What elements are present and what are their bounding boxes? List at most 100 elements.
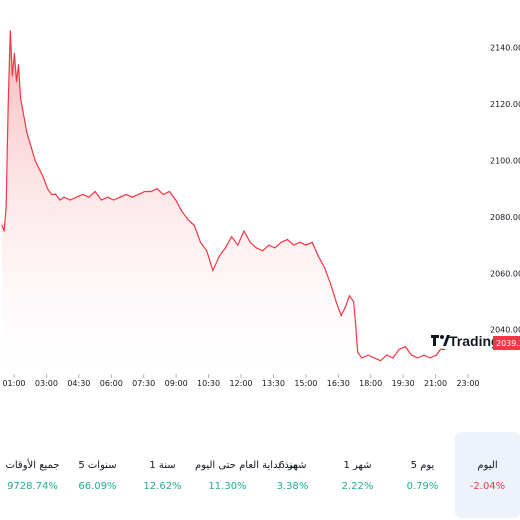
period-tab[interactable]: جميع الأوقات 9728.74% [0,432,65,518]
price-point [353,300,355,303]
period-tab[interactable]: 1 شهر 2.22% [325,432,390,518]
period-tab[interactable]: 5 يوم 0.79% [390,432,455,518]
price-point [392,357,394,359]
x-axis: 01:00 03:00 04:30 06:00 07:30 09:00 10:30 12:00… [2,374,480,388]
y-tick-label: 2120.00 [490,100,520,109]
price-point [100,199,102,201]
price-point [119,196,121,198]
price-point [231,236,233,238]
price-point [429,357,431,359]
price-point [82,193,84,195]
price-point [249,241,251,243]
price-point [361,357,363,359]
price-point [9,30,11,32]
performance-periods: اليوم -2.04% 5 يوم 0.79% 1 شهر 2.22% 6 شهر 3.38… [0,432,520,518]
price-point [344,306,346,308]
price-area-fill [2,30,445,373]
x-tick-label: 06:00 [100,379,123,388]
x-tick-label: 03:00 [35,379,58,388]
price-point [15,81,18,83]
period-name: 5 يوم [410,460,435,471]
period-tab[interactable]: 1 سنة 12.62% [130,432,195,518]
price-point [193,224,195,226]
price-point [367,354,369,356]
period-tab[interactable]: اليوم -2.04% [455,432,520,518]
price-point [224,247,226,249]
price-point [299,241,301,243]
price-point [268,244,270,246]
price-point [218,255,220,257]
period-change: 3.38% [276,481,309,492]
price-point [150,190,152,193]
last-price-tag: 2039.37 [493,336,520,350]
period-tab[interactable]: منذ بداية العام حتى اليوم 11.30% [195,432,298,518]
price-point [131,196,133,198]
price-point [280,241,282,243]
y-tick-label: 2040.00 [490,326,520,335]
price-point [162,193,164,195]
price-point [262,250,264,252]
tradingview-logo-icon [431,335,450,346]
period-tab[interactable]: 6 شهر 3.38% [260,432,325,518]
price-point [439,348,441,350]
price-point [63,196,65,198]
x-tick-label: 12:00 [229,379,252,388]
x-tick-label: 16:30 [327,379,350,388]
period-tab[interactable]: 5 سنوات 66.09% [65,432,130,518]
x-tick-label: 07:30 [132,379,155,388]
y-tick-label: 2080.00 [490,213,520,222]
price-point [435,354,437,356]
price-point [373,357,375,359]
price-point [305,244,307,246]
period-name: 1 سنة [149,460,176,471]
x-tick-label: 04:30 [67,379,90,388]
price-point [46,188,49,190]
period-change: 0.79% [406,481,439,492]
period-name: 1 شهر [343,460,372,471]
price-point [113,199,115,201]
period-name: 6 شهر [278,460,307,471]
price-point [181,210,183,212]
period-name: 5 سنوات [78,460,117,471]
price-point [13,52,15,55]
price-point [336,303,338,305]
price-point [106,196,109,198]
price-point [11,75,13,77]
price-point [206,250,208,252]
price-point [317,255,319,257]
price-point [330,284,332,286]
period-change: 66.09% [78,481,117,492]
x-tick-label: 18:00 [359,379,382,388]
price-point [168,190,171,193]
period-name: منذ بداية العام حتى اليوم [195,460,298,471]
price-point [417,357,419,359]
x-tick-label: 19:30 [392,379,415,388]
x-tick-label: 21:00 [424,379,447,388]
x-tick-label: 10:30 [197,379,220,388]
price-point [348,295,350,297]
price-point [404,346,406,348]
price-point [7,103,9,105]
price-point [59,199,61,201]
y-axis: 2140.00 2120.00 2100.00 2080.00 2060.00 2040.… [490,44,520,335]
y-tick-label: 2060.00 [490,269,520,278]
price-point [17,64,20,66]
price-point [357,351,359,353]
price-point [199,241,202,243]
price-point [311,241,313,243]
last-price-label: 2039.37 [496,339,520,348]
price-point [20,97,22,100]
price-point [274,247,276,249]
price-point [22,109,24,111]
price-point [355,323,357,325]
price-point [125,193,127,195]
period-change: 2.22% [341,481,374,492]
x-tick-label: 13:30 [262,379,285,388]
price-point [30,145,32,147]
price-point [293,244,295,246]
price-chart[interactable]: 2140.00 2120.00 2100.00 2080.00 2060.00 2040.… [0,0,520,400]
price-point [75,196,78,198]
price-point [386,354,388,356]
price-point [255,247,257,249]
period-name: اليوم [477,460,498,471]
